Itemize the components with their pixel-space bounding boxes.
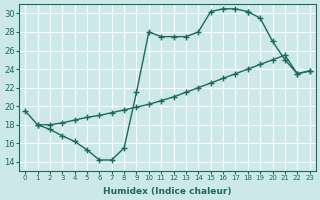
X-axis label: Humidex (Indice chaleur): Humidex (Indice chaleur) xyxy=(103,187,232,196)
